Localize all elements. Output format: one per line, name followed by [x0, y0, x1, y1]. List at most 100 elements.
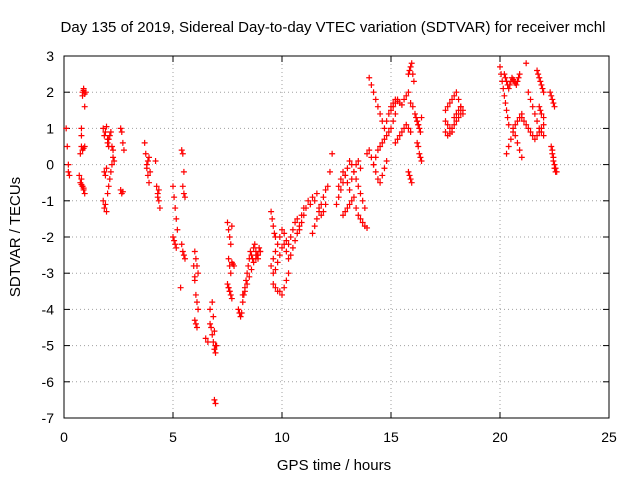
data-point	[283, 248, 290, 255]
data-point	[274, 259, 281, 266]
data-point	[309, 194, 316, 201]
data-point	[381, 136, 388, 143]
data-point	[141, 139, 148, 146]
data-point	[403, 92, 410, 99]
data-point	[191, 248, 198, 255]
data-point	[415, 121, 422, 128]
y-tick-label: -1	[42, 193, 55, 209]
data-point	[300, 212, 307, 219]
data-point	[256, 244, 263, 251]
x-tick-label: 20	[492, 429, 508, 445]
data-point	[548, 143, 555, 150]
data-point	[449, 96, 456, 103]
data-point	[66, 172, 73, 179]
data-point	[449, 125, 456, 132]
data-point	[179, 183, 186, 190]
data-point	[538, 81, 545, 88]
data-point	[170, 234, 176, 240]
data-point	[527, 129, 534, 136]
data-point	[374, 147, 381, 154]
data-point	[294, 215, 301, 222]
data-point	[231, 262, 238, 269]
data-point	[359, 197, 366, 204]
data-point	[228, 223, 235, 230]
data-point	[377, 179, 384, 186]
data-point	[241, 288, 248, 295]
data-point	[180, 190, 187, 197]
data-point	[224, 219, 231, 226]
data-point	[120, 147, 127, 154]
data-point	[394, 136, 401, 143]
data-point	[357, 165, 364, 172]
data-point	[342, 208, 349, 215]
data-point	[153, 183, 160, 190]
data-point	[370, 161, 377, 168]
data-point	[281, 284, 288, 291]
data-point	[329, 150, 336, 157]
data-point	[534, 132, 541, 139]
data-point	[442, 129, 449, 136]
data-point	[192, 255, 199, 262]
data-point	[405, 125, 412, 132]
data-point	[101, 205, 108, 212]
data-point	[101, 132, 108, 139]
data-point	[195, 306, 202, 313]
data-point	[173, 215, 180, 222]
data-point	[442, 107, 449, 114]
data-point	[455, 96, 462, 103]
data-point	[207, 306, 214, 313]
data-point	[271, 230, 278, 237]
data-point	[283, 237, 290, 244]
data-point	[298, 219, 305, 226]
data-point	[324, 183, 331, 190]
data-point	[105, 136, 112, 143]
data-point	[174, 226, 181, 233]
data-point	[333, 201, 340, 208]
data-point	[239, 299, 246, 306]
data-point	[142, 150, 149, 157]
data-point	[516, 71, 523, 78]
data-point	[501, 92, 508, 99]
data-point	[392, 110, 399, 117]
data-point	[226, 288, 233, 295]
data-point	[144, 157, 151, 164]
data-point	[178, 241, 185, 248]
y-tick-label: -6	[42, 374, 55, 390]
data-point	[76, 172, 83, 179]
data-point	[171, 237, 178, 244]
data-point	[405, 89, 412, 96]
data-point	[537, 107, 544, 114]
data-point	[531, 110, 538, 117]
data-point	[78, 125, 85, 132]
x-tick-label: 5	[169, 429, 177, 445]
data-point	[173, 244, 180, 251]
data-point	[548, 92, 555, 99]
data-point	[539, 85, 546, 92]
data-point	[252, 255, 259, 262]
x-tick-label: 10	[274, 429, 290, 445]
data-point	[270, 281, 277, 288]
data-point	[289, 244, 296, 251]
data-point	[406, 172, 413, 179]
data-point	[245, 262, 252, 269]
data-point	[444, 103, 451, 110]
data-point	[64, 143, 71, 150]
data-point	[272, 284, 279, 291]
data-point	[505, 121, 512, 128]
data-point	[118, 129, 125, 136]
data-point	[193, 324, 200, 331]
data-point	[355, 212, 362, 219]
data-point	[289, 226, 296, 233]
data-point	[269, 215, 276, 222]
data-point	[250, 259, 257, 266]
data-point	[246, 273, 253, 280]
data-point	[276, 288, 283, 295]
data-point	[270, 255, 277, 262]
data-point	[225, 255, 232, 262]
data-point	[110, 147, 117, 154]
data-point	[279, 291, 285, 298]
data-point	[514, 139, 521, 146]
data-point	[313, 190, 320, 197]
data-point	[106, 176, 113, 183]
